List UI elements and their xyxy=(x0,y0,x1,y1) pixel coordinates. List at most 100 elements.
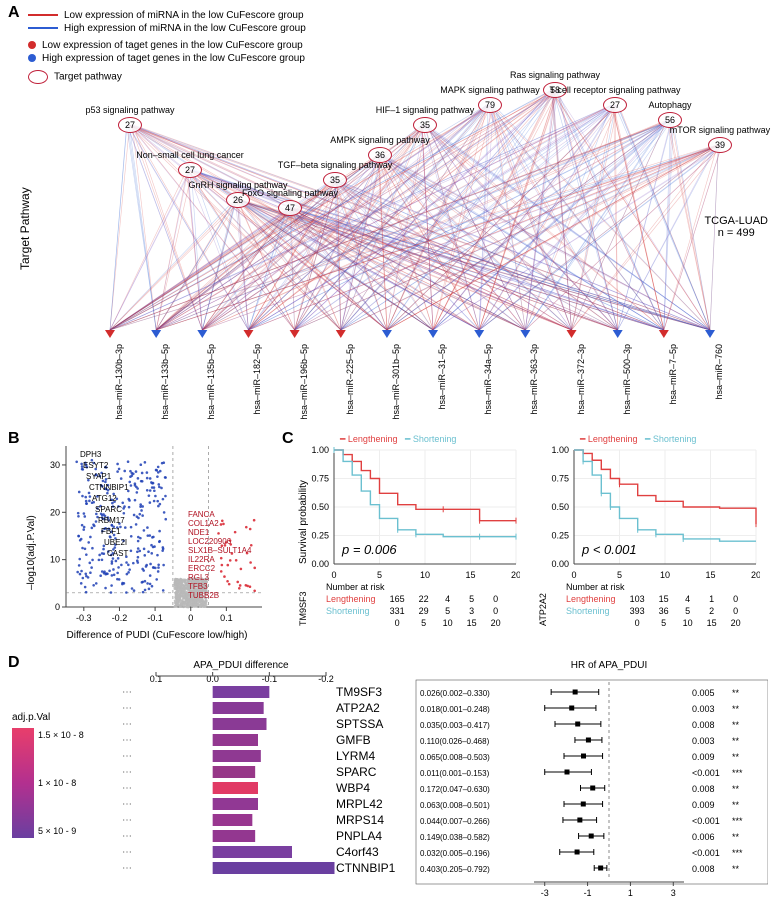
pathway-label: AMPK signaling pathway xyxy=(330,135,430,145)
svg-text:CTNNBIP1: CTNNBIP1 xyxy=(336,861,396,875)
pathway-oval: 39 xyxy=(708,137,732,153)
mirna-label: hsa–miR–372–3p xyxy=(576,344,586,415)
mirna-label: hsa–miR–182–5p xyxy=(252,344,262,415)
svg-text:MRPL42: MRPL42 xyxy=(336,797,383,811)
svg-text:**: ** xyxy=(732,736,740,746)
svg-text:***: *** xyxy=(732,816,743,826)
mirna-label: hsa–miR–760 xyxy=(714,344,724,400)
volcano-gene-label: UBE2I xyxy=(104,538,127,547)
svg-text:⋯: ⋯ xyxy=(122,687,132,698)
svg-text:0.009: 0.009 xyxy=(692,800,715,810)
svg-text:***: *** xyxy=(732,768,743,778)
volcano-gene-label: LOC220906 xyxy=(188,537,231,546)
svg-text:1.00: 1.00 xyxy=(551,446,569,455)
svg-text:0.005: 0.005 xyxy=(692,688,715,698)
svg-text:SPTSSA: SPTSSA xyxy=(336,717,383,731)
svg-text:20: 20 xyxy=(511,570,520,580)
volcano-gene-label: SPARC xyxy=(95,505,122,514)
svg-text:10: 10 xyxy=(420,570,430,580)
panel-b-ytitle: –log10(adj.P.Val) xyxy=(26,515,37,590)
svg-text:SPARC: SPARC xyxy=(336,765,377,779)
svg-text:⋯: ⋯ xyxy=(122,847,132,858)
volcano-gene-label: COL1A2 xyxy=(188,519,219,528)
svg-text:0.25: 0.25 xyxy=(311,531,329,541)
svg-text:⋯: ⋯ xyxy=(122,863,132,874)
pathway-label: Autophagy xyxy=(648,100,691,110)
svg-text:0.032(0.005–0.196): 0.032(0.005–0.196) xyxy=(420,849,490,858)
pathway-oval: 36 xyxy=(368,147,392,163)
volcano-gene-label: ATG12 xyxy=(92,494,117,503)
pathway-oval: 27 xyxy=(603,97,627,113)
svg-text:0.1: 0.1 xyxy=(220,613,233,623)
svg-text:0.403(0.205–0.792): 0.403(0.205–0.792) xyxy=(420,865,490,874)
svg-text:**: ** xyxy=(732,784,740,794)
grad-lab: 1.5 × 10 - 8 xyxy=(38,730,84,740)
mirna-label: hsa–miR–135b–5p xyxy=(206,344,216,420)
pathway-oval: 35 xyxy=(413,117,437,133)
svg-text:0: 0 xyxy=(188,613,193,623)
km-risk-table: Number at riskLengthening16522450Shorten… xyxy=(318,580,509,630)
svg-text:⋯: ⋯ xyxy=(122,703,132,714)
svg-text:⋯: ⋯ xyxy=(122,831,132,842)
svg-text:WBP4: WBP4 xyxy=(336,781,370,795)
svg-text:20: 20 xyxy=(751,570,760,580)
svg-text:⋯: ⋯ xyxy=(122,815,132,826)
svg-text:0.75: 0.75 xyxy=(311,474,329,484)
km-plot: 051015200.000.250.500.751.00p < 0.001 xyxy=(540,446,760,596)
svg-text:5: 5 xyxy=(617,570,622,580)
svg-text:-0.3: -0.3 xyxy=(76,613,92,623)
pathway-label: T cell receptor signaling pathway xyxy=(550,85,681,95)
svg-text:0.065(0.008–0.503): 0.065(0.008–0.503) xyxy=(420,753,490,762)
volcano-gene-label: RBM17 xyxy=(98,516,125,525)
svg-text:1.00: 1.00 xyxy=(311,446,329,455)
svg-text:0.008: 0.008 xyxy=(692,864,715,874)
pval-legend-title: adj.p.Val xyxy=(12,712,50,723)
svg-text:⋯: ⋯ xyxy=(122,735,132,746)
svg-text:⋯: ⋯ xyxy=(122,719,132,730)
grad-lab: 5 × 10 - 9 xyxy=(38,826,76,836)
mirna-label: hsa–miR–225–5p xyxy=(345,344,355,415)
panel-b-label: B xyxy=(8,430,20,448)
svg-text:MRPS14: MRPS14 xyxy=(336,813,384,827)
svg-text:⋯: ⋯ xyxy=(122,767,132,778)
pathway-label: Non–small cell lung cancer xyxy=(136,150,244,160)
volcano-gene-label: ESYT2 xyxy=(83,461,108,470)
svg-text:0.018(0.001–0.248): 0.018(0.001–0.248) xyxy=(420,705,490,714)
svg-text:<0.001: <0.001 xyxy=(692,848,720,858)
km-gene-label: ATP2A2 xyxy=(538,593,548,626)
pathway-oval: 27 xyxy=(118,117,142,133)
svg-text:APA_PDUI difference: APA_PDUI difference xyxy=(193,660,289,671)
svg-text:0.110(0.026–0.468): 0.110(0.026–0.468) xyxy=(420,737,490,746)
svg-text:0.008: 0.008 xyxy=(692,720,715,730)
svg-text:0.00: 0.00 xyxy=(551,559,569,569)
mirna-label: hsa–miR–301b–5p xyxy=(391,344,401,420)
pval-gradient xyxy=(12,728,34,838)
svg-text:-0.2: -0.2 xyxy=(112,613,128,623)
svg-text:HR of APA_PDUI: HR of APA_PDUI xyxy=(571,660,648,671)
volcano-gene-label: CTNNBIP1 xyxy=(89,483,129,492)
svg-text:p < 0.001: p < 0.001 xyxy=(581,542,637,557)
svg-text:<0.001: <0.001 xyxy=(692,768,720,778)
volcano-gene-label: IL22RA xyxy=(188,555,215,564)
svg-text:0: 0 xyxy=(571,570,576,580)
pathway-oval: 27 xyxy=(178,162,202,178)
svg-text:-0.1: -0.1 xyxy=(147,613,163,623)
svg-text:TM9SF3: TM9SF3 xyxy=(336,685,382,699)
svg-text:0: 0 xyxy=(55,602,60,612)
svg-text:ATP2A2: ATP2A2 xyxy=(336,701,380,715)
svg-text:**: ** xyxy=(732,752,740,762)
mirna-label: hsa–miR–34a–5p xyxy=(483,344,493,415)
volcano-gene-label: CAST xyxy=(107,549,128,558)
svg-text:0.50: 0.50 xyxy=(551,502,569,512)
svg-text:1: 1 xyxy=(628,888,633,896)
pathway-label: mTOR signaling pathway xyxy=(670,125,770,135)
svg-text:30: 30 xyxy=(50,460,60,470)
svg-text:PNPLA4: PNPLA4 xyxy=(336,829,382,843)
svg-text:0.003: 0.003 xyxy=(692,704,715,714)
km-legend: ━ Lengthening ━ Shortening xyxy=(580,434,696,445)
pathway-label: HIF–1 signaling pathway xyxy=(376,105,475,115)
svg-text:15: 15 xyxy=(465,570,475,580)
grad-lab: 1 × 10 - 8 xyxy=(38,778,76,788)
svg-text:⋯: ⋯ xyxy=(122,751,132,762)
svg-text:**: ** xyxy=(732,864,740,874)
